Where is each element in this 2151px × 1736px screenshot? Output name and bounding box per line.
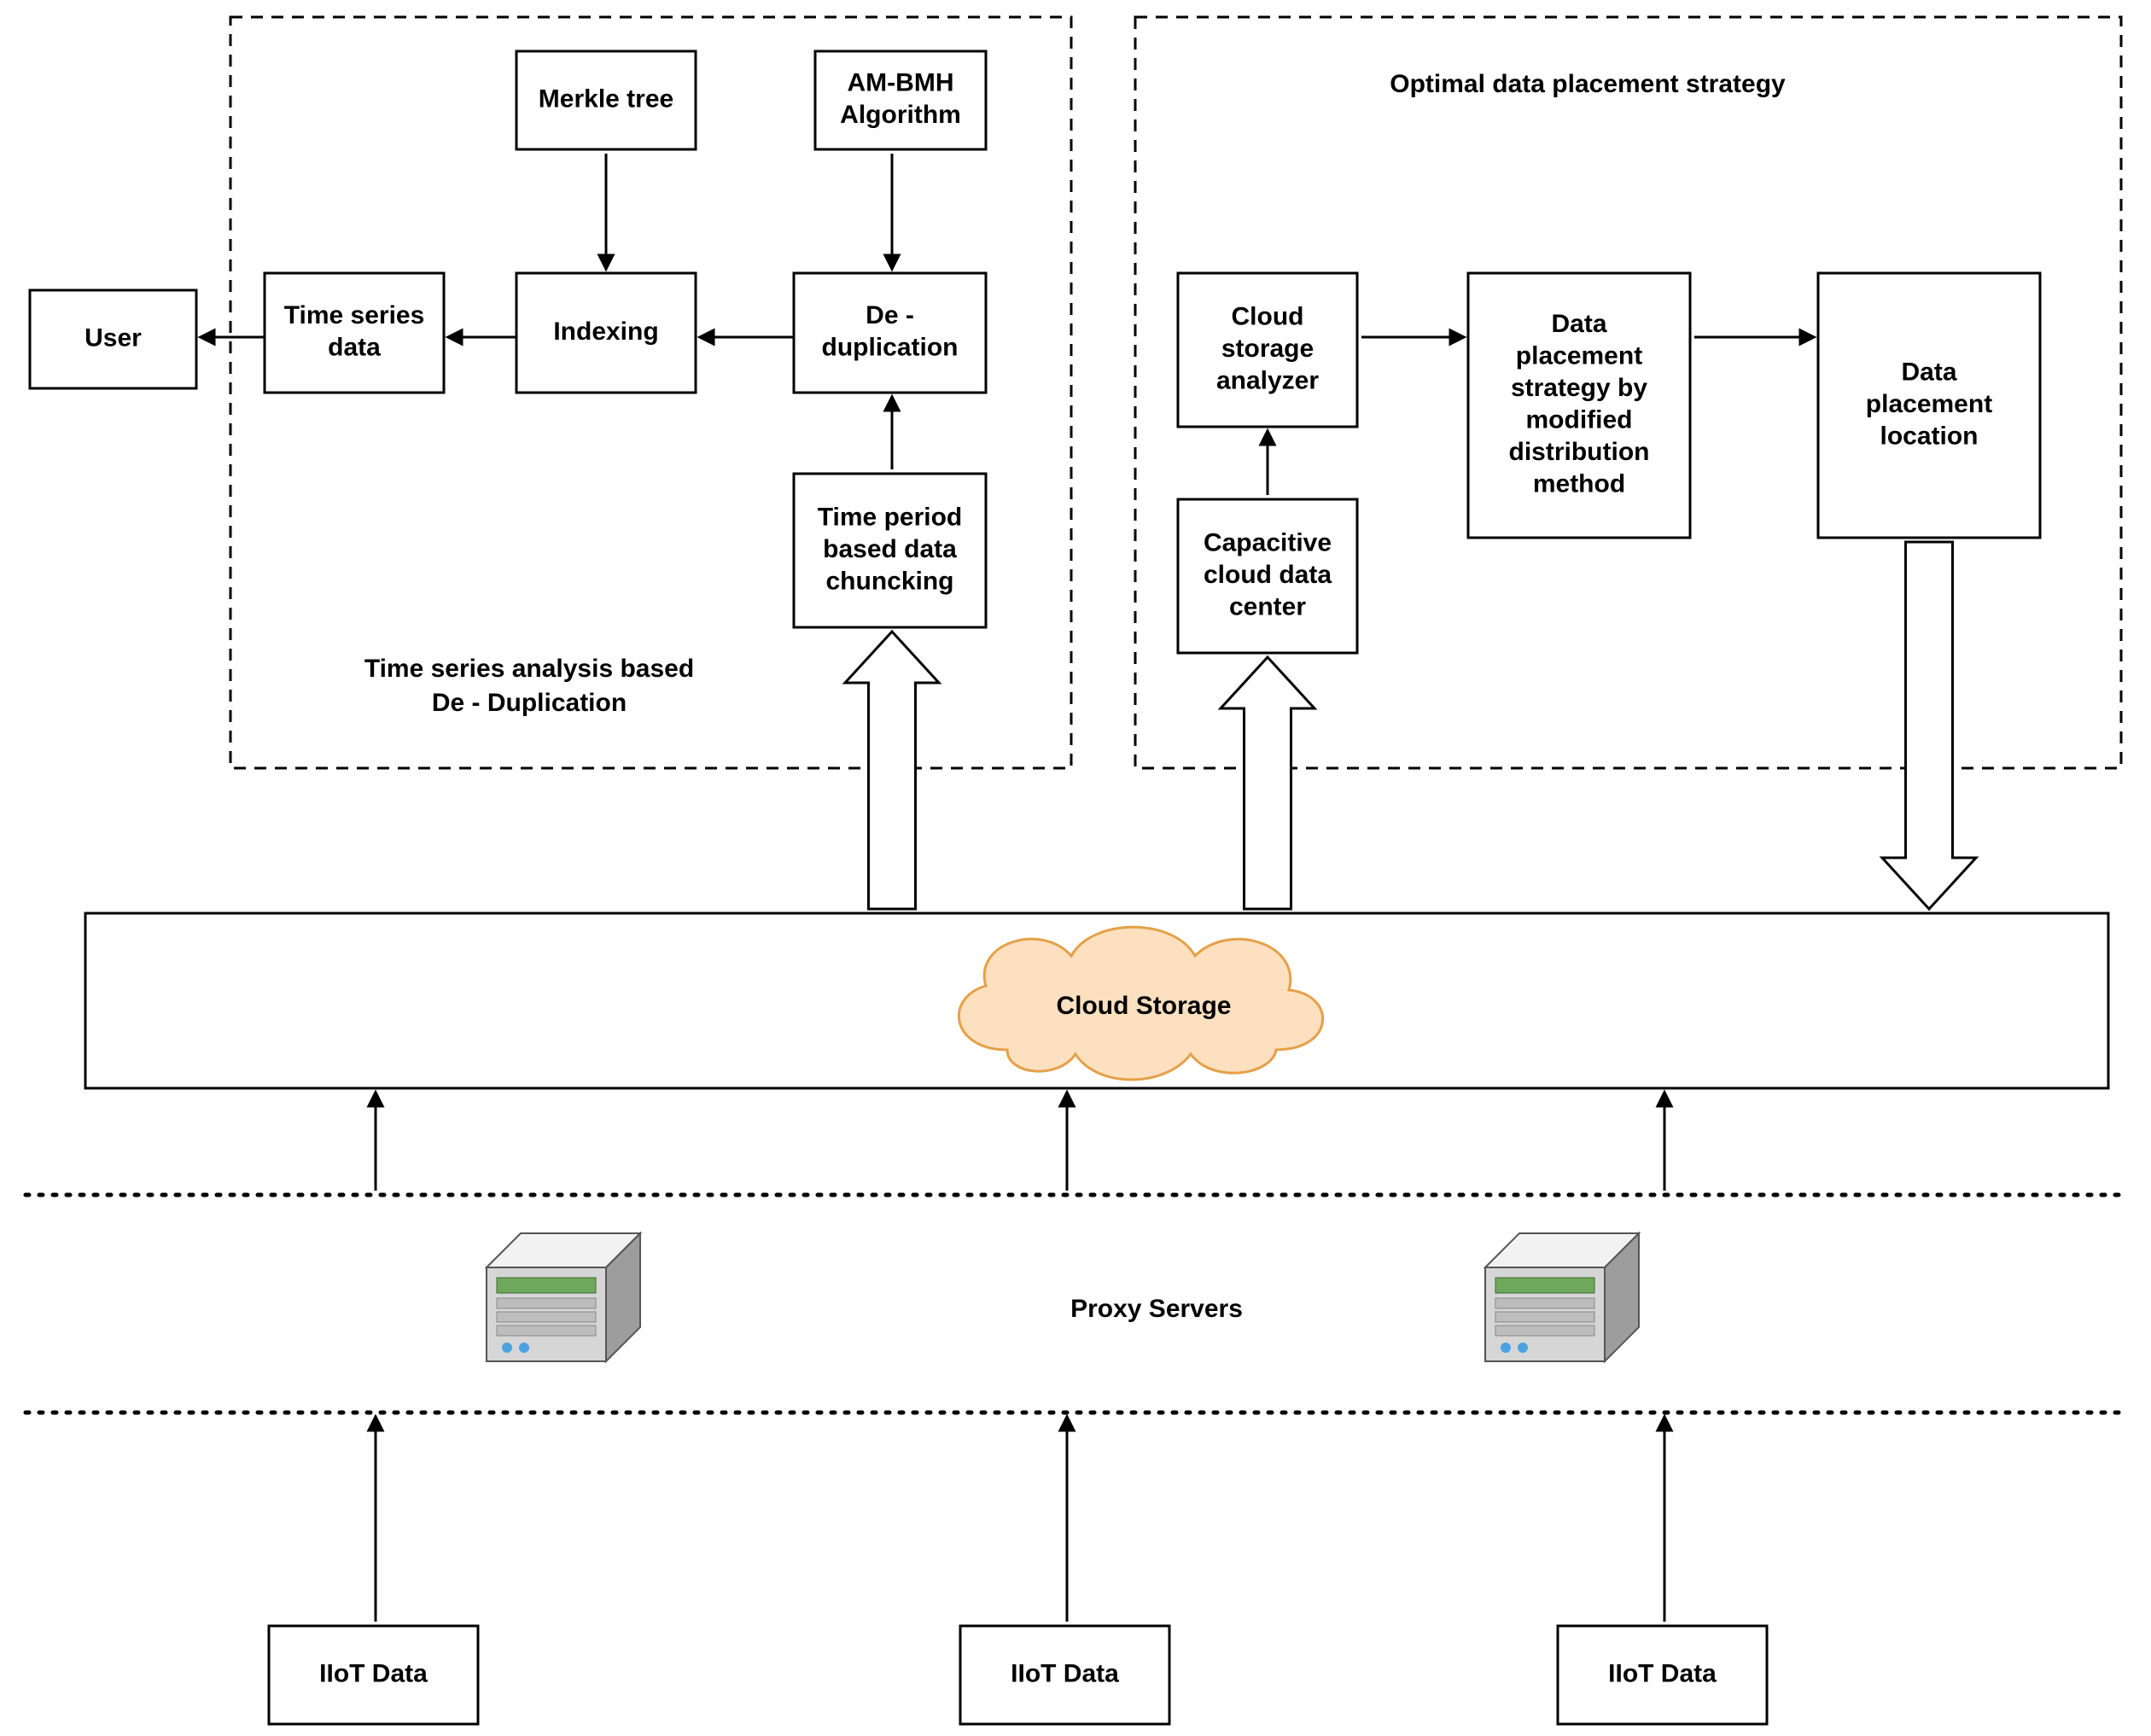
ambmh-label-0: AM-BMH	[848, 69, 954, 97]
capacitive-label-0: Capacitive	[1204, 528, 1332, 556]
placement_strat-label-3: modified	[1526, 406, 1633, 434]
iiot_1-label-0: IIoT Data	[319, 1659, 428, 1687]
placement_loc-label-1: placement	[1866, 390, 1992, 418]
cloud_analyzer-label-1: storage	[1221, 335, 1314, 363]
chunking-label-1: based data	[823, 535, 957, 563]
placement_strat-label-5: method	[1533, 470, 1625, 498]
iiot_2-label-0: IIoT Data	[1011, 1659, 1119, 1687]
placement_strat-label-4: distribution	[1509, 438, 1650, 466]
left-region-title-2: De - Duplication	[432, 689, 627, 717]
deduplication-label-1: duplication	[822, 334, 959, 362]
capacitive-label-1: cloud data	[1204, 561, 1332, 589]
cloud-label: Cloud Storage	[1056, 992, 1231, 1020]
placement_loc-label-2: location	[1880, 422, 1978, 450]
time_series-label-1: data	[328, 334, 381, 362]
placement_strat-label-0: Data	[1551, 310, 1606, 338]
iiot_3-label-0: IIoT Data	[1608, 1659, 1717, 1687]
placement_strat-label-2: strategy by	[1511, 374, 1647, 402]
capacitive-label-2: center	[1229, 592, 1306, 620]
cloud_analyzer-label-2: analyzer	[1216, 366, 1319, 394]
deduplication-label-0: De -	[866, 301, 914, 329]
left-region-title-1: Time series analysis based	[364, 655, 694, 683]
cloud_analyzer-label-0: Cloud	[1232, 302, 1304, 330]
block-arrow-up	[1221, 657, 1314, 909]
chunking-label-0: Time period	[818, 503, 962, 531]
server-icon	[487, 1233, 640, 1361]
time_series-label-0: Time series	[284, 301, 425, 329]
user-label-0: User	[85, 323, 142, 352]
block-arrow-up	[845, 632, 939, 909]
indexing-label-0: Indexing	[553, 317, 658, 346]
merkle-label-0: Merkle tree	[539, 84, 673, 113]
placement_loc-label-0: Data	[1901, 358, 1956, 386]
proxy-servers-label: Proxy Servers	[1070, 1295, 1243, 1323]
right-region-title: Optimal data placement strategy	[1390, 70, 1786, 98]
block-arrow-down	[1882, 542, 1976, 909]
server-icon	[1485, 1233, 1639, 1361]
placement_strat-label-1: placement	[1516, 342, 1642, 370]
chunking-label-2: chuncking	[825, 567, 953, 595]
ambmh-label-1: Algorithm	[840, 101, 961, 129]
